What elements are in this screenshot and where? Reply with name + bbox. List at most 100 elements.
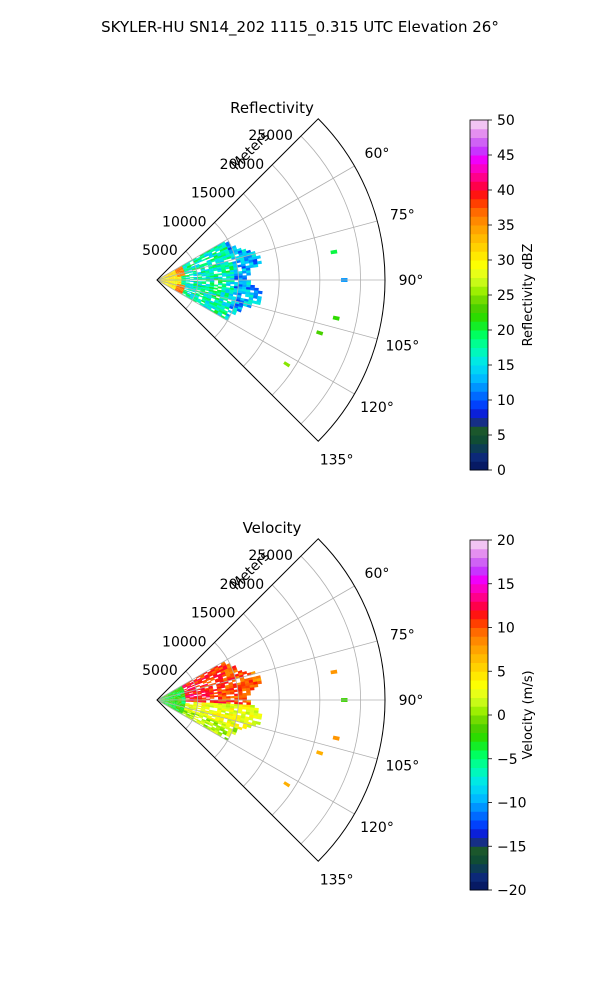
radar-gate xyxy=(246,280,251,283)
radar-gate xyxy=(201,677,206,681)
radar-gate xyxy=(209,676,215,680)
radar-gate xyxy=(218,298,224,302)
figure-suptitle: SKYLER-HU SN14_202 1115_0.315 UTC Elevat… xyxy=(101,18,499,37)
radar-gate xyxy=(198,716,203,719)
radar-gate xyxy=(165,278,170,280)
colorbar-tick-label: 20 xyxy=(497,533,515,549)
radar-gate xyxy=(223,297,229,302)
radar-gate xyxy=(179,268,184,271)
radar-gate xyxy=(161,700,166,702)
radar-gate xyxy=(253,681,258,686)
radar-gate xyxy=(193,704,198,707)
radar-gate xyxy=(168,704,173,706)
radar-gate xyxy=(172,695,178,697)
radar-gate xyxy=(186,683,191,687)
radar-gate xyxy=(206,260,212,264)
radar-gate xyxy=(169,281,174,283)
radar-gate xyxy=(165,281,170,283)
radar-gate xyxy=(179,689,184,692)
radar-gate xyxy=(200,675,206,680)
radar-gate xyxy=(197,258,202,262)
radar-gate xyxy=(169,277,174,279)
colorbar-tick-label: 15 xyxy=(497,577,515,593)
radar-gate xyxy=(188,268,193,271)
radar-gate xyxy=(179,267,184,271)
radar-gate xyxy=(178,290,183,294)
radar-gate xyxy=(183,709,188,712)
radar-gate xyxy=(232,729,238,734)
radar-gate xyxy=(193,705,198,708)
radar-gate xyxy=(164,282,169,285)
radar-gate xyxy=(207,715,212,718)
radar-gate xyxy=(204,675,210,679)
radar-gate xyxy=(164,702,169,705)
radar-gate xyxy=(221,723,227,727)
radar-gate xyxy=(185,694,190,696)
radar-gate xyxy=(233,251,239,256)
radar-gate xyxy=(206,717,211,721)
radar-gate xyxy=(253,684,259,688)
radar-gate xyxy=(200,721,206,725)
radar-gate xyxy=(203,304,209,308)
radar-gate xyxy=(229,252,235,257)
radar-gate xyxy=(213,665,219,670)
radar-gate xyxy=(176,272,181,275)
radar-gate xyxy=(186,265,192,268)
radar-gate xyxy=(182,684,187,688)
radar-gate xyxy=(191,267,197,270)
colorbar-segment xyxy=(470,601,488,611)
radar-gate xyxy=(177,695,182,697)
radar-gate xyxy=(184,693,190,695)
radar-gate xyxy=(212,304,217,309)
radar-gate xyxy=(217,664,223,669)
radar-gate xyxy=(226,720,232,725)
radar-gate xyxy=(237,264,242,268)
radar-gate xyxy=(173,698,178,700)
radar-gate xyxy=(212,723,218,727)
radar-gate xyxy=(197,298,202,302)
radar-gate xyxy=(216,724,222,729)
reflectivity-panel: Reflectivity 5000 10000 15000 20000 25000 60° 7… xyxy=(142,99,536,479)
radar-gate xyxy=(199,291,205,295)
radar-gate xyxy=(213,311,219,315)
radar-gate xyxy=(178,686,183,689)
radar-gate xyxy=(221,689,226,692)
radar-gate xyxy=(169,697,174,699)
colorbar-segment xyxy=(470,146,488,156)
radar-gate xyxy=(226,701,231,705)
radar-gate xyxy=(201,277,207,279)
radar-gate xyxy=(171,270,176,273)
radar-gate xyxy=(199,674,205,678)
radar-gate xyxy=(167,705,172,708)
colorbar-segment xyxy=(470,198,488,208)
radar-gate xyxy=(189,694,194,696)
radar-gate xyxy=(174,709,180,712)
azimuth-gridline xyxy=(156,165,355,281)
radar-gate xyxy=(223,246,229,251)
radar-gate xyxy=(195,266,201,269)
radar-gate xyxy=(210,668,216,673)
radar-gate xyxy=(191,712,196,715)
radar-gate xyxy=(234,723,240,727)
radar-gate xyxy=(208,265,213,268)
colorbar-segment xyxy=(470,846,488,856)
radar-gate xyxy=(233,669,238,674)
radar-gate xyxy=(206,296,212,300)
radar-gate xyxy=(213,276,219,279)
radar-gate xyxy=(249,264,255,269)
radar-gate xyxy=(212,253,218,257)
radar-gate xyxy=(191,686,197,689)
radar-gate xyxy=(187,265,192,269)
radar-gate xyxy=(200,689,206,692)
radar-gate xyxy=(213,701,219,704)
radar-gate xyxy=(196,288,202,291)
radar-gate xyxy=(211,294,217,298)
radar-gate xyxy=(193,692,198,695)
radar-gate xyxy=(180,273,186,275)
radar-gate xyxy=(245,687,251,691)
radar-gate xyxy=(217,289,222,293)
radar-gate xyxy=(220,671,226,676)
radar-gate xyxy=(246,692,251,696)
radar-gate xyxy=(205,274,211,277)
colorbar-segment xyxy=(470,802,488,812)
